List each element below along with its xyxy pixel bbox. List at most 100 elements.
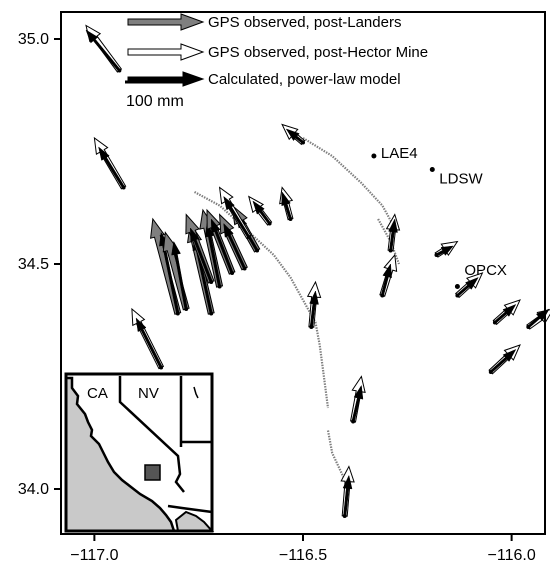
station-vector bbox=[218, 186, 252, 239]
ca-nv-border bbox=[118, 376, 185, 493]
station-vector bbox=[526, 308, 550, 330]
station-vector bbox=[150, 217, 182, 316]
calculated-power-law-arrow bbox=[135, 317, 163, 369]
station-vector bbox=[219, 213, 248, 271]
calculated-power-law-arrow bbox=[281, 191, 293, 220]
legend-label-power-law-model: Calculated, power-law model bbox=[208, 71, 401, 88]
legend-arrow-gray bbox=[127, 13, 205, 31]
velocity-vectors bbox=[85, 24, 550, 518]
calculated-power-law-arrow bbox=[204, 222, 222, 287]
station-dot bbox=[217, 284, 222, 289]
station-dot bbox=[288, 217, 293, 221]
lake-tahoe bbox=[193, 386, 199, 399]
station-vector bbox=[162, 231, 190, 311]
station-vector bbox=[306, 280, 322, 329]
station-vector bbox=[85, 24, 123, 73]
rupture-trace bbox=[193, 191, 330, 409]
station-dot bbox=[209, 280, 214, 284]
legend-label-post-landers: GPS observed, post-Landers bbox=[208, 14, 401, 31]
named-station-dot bbox=[429, 167, 435, 172]
calculated-power-law-arrow bbox=[98, 146, 125, 189]
station-vector bbox=[131, 307, 165, 370]
calculated-power-law-arrow bbox=[388, 218, 398, 251]
rupture-trace bbox=[302, 137, 396, 229]
y-tick-label: 34.0 bbox=[18, 481, 49, 498]
calculated-power-law-arrow bbox=[527, 308, 550, 329]
station-vector bbox=[488, 344, 521, 375]
axis-ticks: −117.0 −116.5 −116.0 35.0 34.5 34.0 bbox=[18, 31, 536, 564]
station-vector bbox=[206, 208, 236, 275]
station-dot bbox=[380, 293, 385, 298]
station-vector bbox=[434, 240, 459, 258]
station-dot bbox=[388, 248, 393, 253]
calculated-power-law-arrow bbox=[85, 29, 121, 72]
station-vector bbox=[492, 299, 521, 326]
station-vector bbox=[279, 186, 294, 221]
station-dot bbox=[175, 311, 180, 316]
station-label: OPCX bbox=[464, 262, 507, 279]
station-dot bbox=[488, 370, 493, 374]
station-dot bbox=[230, 271, 235, 275]
inset-map: CA NV bbox=[64, 372, 215, 533]
legend-arrow-black bbox=[127, 71, 205, 87]
station-vector bbox=[185, 213, 215, 284]
fault-rupture-traces bbox=[193, 137, 401, 490]
station-vector bbox=[379, 253, 398, 298]
station-vector bbox=[454, 272, 484, 299]
station-vector bbox=[350, 375, 366, 424]
station-vector bbox=[340, 465, 355, 518]
calculated-power-law-arrow bbox=[342, 474, 353, 517]
legend: GPS observed, post-Landers GPS observed,… bbox=[125, 13, 428, 110]
calculated-power-law-arrow bbox=[309, 290, 319, 328]
calculated-power-law-arrow bbox=[210, 218, 234, 274]
named-station-dot bbox=[371, 153, 377, 159]
study-area-box bbox=[144, 464, 161, 481]
x-tick-label: −117.0 bbox=[70, 547, 118, 564]
calculated-power-law-arrow bbox=[351, 384, 364, 423]
station-dot bbox=[184, 307, 189, 311]
station-vector bbox=[281, 123, 306, 146]
station-dot bbox=[526, 325, 531, 329]
station-dot bbox=[209, 311, 214, 316]
station-dot bbox=[246, 235, 251, 239]
legend-arrow-white bbox=[127, 43, 205, 61]
calculated-power-law-arrow bbox=[489, 348, 517, 374]
station-dot bbox=[242, 266, 247, 271]
legend-arrow-symbols bbox=[127, 13, 205, 87]
x-tick-label: −116.0 bbox=[488, 547, 536, 564]
inset-label-ca: CA bbox=[87, 385, 108, 402]
y-tick-label: 34.5 bbox=[18, 256, 49, 273]
calculated-power-law-arrow bbox=[190, 227, 213, 283]
station-vector bbox=[248, 195, 273, 226]
station-dot bbox=[434, 253, 439, 257]
station-label: LAE4 bbox=[381, 145, 418, 162]
station-vector bbox=[93, 136, 127, 190]
calculated-power-law-arrow bbox=[456, 276, 479, 297]
calculated-power-law-arrow bbox=[223, 195, 251, 239]
station-dot bbox=[351, 419, 356, 424]
inset-ocean bbox=[64, 376, 176, 533]
station-dot bbox=[492, 320, 497, 325]
mexico-border bbox=[167, 504, 213, 514]
station-dot bbox=[121, 185, 126, 190]
inset-frame bbox=[64, 372, 214, 533]
calculated-power-law-arrow bbox=[223, 222, 247, 270]
station-dot bbox=[159, 365, 164, 370]
station-dot bbox=[267, 221, 272, 226]
station-dot bbox=[309, 325, 314, 329]
station-dot bbox=[342, 514, 347, 518]
y-tick-label: 35.0 bbox=[18, 31, 49, 48]
calculated-power-law-arrow bbox=[380, 263, 392, 297]
named-station-dot bbox=[454, 284, 460, 289]
calculated-power-law-arrow bbox=[493, 304, 517, 324]
x-tick-label: −116.5 bbox=[279, 547, 327, 564]
inset-label-nv: NV bbox=[138, 385, 159, 402]
legend-label-post-hector-mine: GPS observed, post-Hector Mine bbox=[208, 44, 428, 61]
station-label: LDSW bbox=[439, 171, 483, 188]
station-dot bbox=[455, 293, 460, 298]
calculated-power-law-arrow bbox=[171, 240, 188, 310]
scale-label: 100 mm bbox=[126, 93, 184, 110]
calculated-power-law-arrow bbox=[252, 200, 271, 225]
